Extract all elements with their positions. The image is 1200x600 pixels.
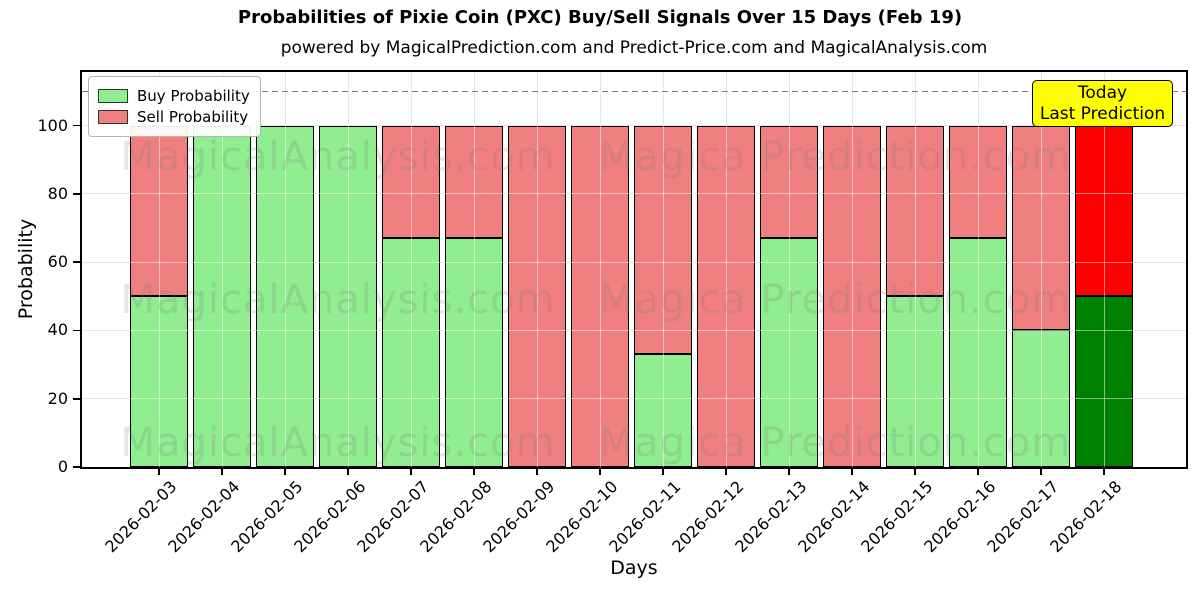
plot-area: Buy Probability Sell Probability Today L… [80, 70, 1188, 469]
legend-sell-swatch [98, 110, 128, 124]
x-tick [221, 469, 223, 475]
x-tick [914, 469, 916, 475]
y-tick [73, 329, 80, 332]
watermark-text: Magica Prediction.com [598, 277, 1072, 323]
gridline-h-overlay [82, 125, 1186, 127]
y-tick-label: 100 [37, 115, 68, 135]
x-tick [599, 469, 601, 475]
gridline-v-overlay [158, 72, 160, 467]
y-tick [73, 193, 80, 195]
gridline-v-overlay [851, 72, 853, 467]
watermark-text: MagicalAnalysis.com [120, 420, 556, 466]
y-tick [73, 397, 80, 400]
gridline-v-overlay [914, 72, 916, 467]
x-axis-label: Days [610, 557, 658, 579]
gridline-v-overlay [1040, 72, 1042, 467]
y-tick [73, 466, 80, 468]
grid-layer-over [82, 72, 1186, 467]
x-tick [725, 469, 727, 475]
gridline-v-overlay [347, 72, 349, 467]
legend-buy-label: Buy Probability [137, 87, 250, 105]
gridline-h-overlay [82, 398, 1186, 400]
x-tick [473, 469, 475, 475]
gridline-v-overlay [221, 72, 223, 467]
gridline-v-overlay [1103, 72, 1105, 467]
gridline-h-overlay [82, 261, 1186, 263]
y-tick-label: 20 [47, 388, 68, 408]
watermark-text: Magica Prediction.com [598, 134, 1072, 180]
x-tick [284, 469, 286, 475]
x-tick [1040, 469, 1042, 475]
gridline-v-overlay [284, 72, 286, 467]
legend: Buy Probability Sell Probability [88, 76, 261, 137]
x-tick [1103, 469, 1105, 475]
gridline-v-overlay [788, 72, 790, 467]
y-tick [73, 261, 80, 263]
today-annotation: Today Last Prediction [1032, 80, 1173, 127]
legend-sell-label: Sell Probability [137, 108, 249, 126]
y-tick-label: 0 [57, 457, 68, 476]
watermark-text: MagicalAnalysis.com [120, 134, 556, 180]
gridline-v-overlay [662, 72, 664, 467]
today-annotation-line2: Last Prediction [1039, 104, 1166, 124]
gridline-v-overlay [410, 72, 412, 467]
watermark-text: Magica Prediction.com [598, 420, 1072, 466]
y-tick [73, 124, 80, 127]
legend-item-buy: Buy Probability [98, 87, 250, 105]
x-tick [977, 469, 979, 475]
watermark-layer: MagicalAnalysis.com Magica Prediction.com… [82, 72, 1186, 467]
gridline-v-overlay [977, 72, 979, 467]
x-tick [536, 469, 538, 475]
today-annotation-line1: Today [1077, 83, 1128, 103]
gridline-v-overlay [536, 72, 538, 467]
x-tick [347, 469, 349, 475]
gridline-v-overlay [473, 72, 475, 467]
legend-item-sell: Sell Probability [98, 108, 250, 126]
y-tick-label: 40 [47, 320, 68, 340]
x-tick [158, 469, 160, 475]
watermark-text: MagicalAnalysis.com [120, 277, 556, 323]
gridline-v-overlay [725, 72, 727, 467]
y-tick-label: 80 [47, 183, 68, 203]
y-tick-label: 60 [47, 252, 68, 272]
x-tick [788, 469, 790, 475]
x-tick [662, 469, 664, 475]
chart-title: Probabilities of Pixie Coin (PXC) Buy/Se… [237, 7, 963, 28]
gridline-v-overlay [599, 72, 601, 467]
threshold-dashed-line [82, 90, 1186, 93]
gridline-h-overlay [82, 329, 1186, 331]
x-tick [851, 469, 853, 475]
gridline-h-overlay [82, 193, 1186, 195]
chart-subtitle: powered by MagicalPrediction.com and Pre… [280, 38, 988, 58]
legend-buy-swatch [98, 89, 128, 103]
x-tick [410, 469, 412, 475]
